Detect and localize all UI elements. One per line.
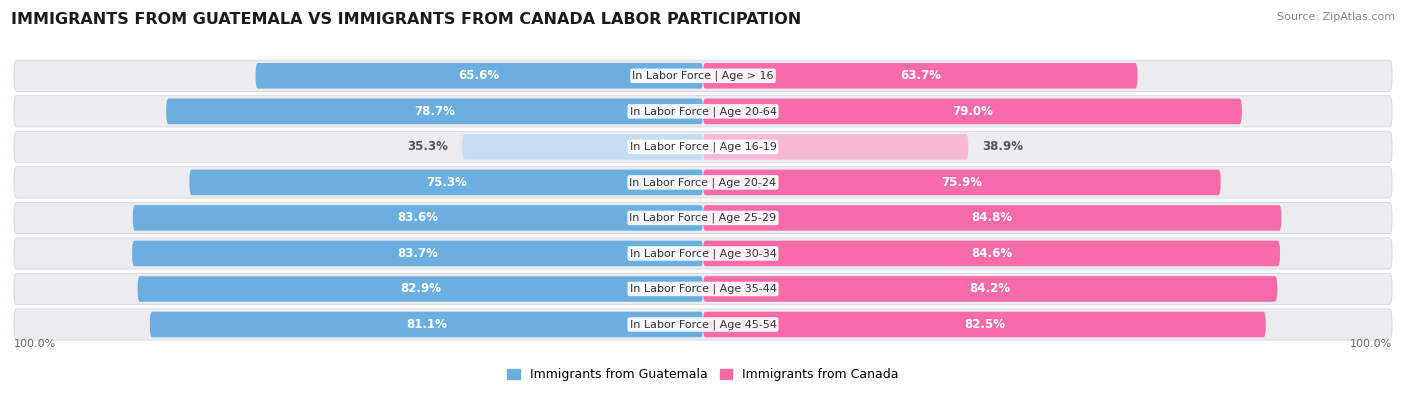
Text: 65.6%: 65.6% xyxy=(458,69,501,82)
Text: 75.3%: 75.3% xyxy=(426,176,467,189)
FancyBboxPatch shape xyxy=(14,273,1392,305)
Text: In Labor Force | Age 25-29: In Labor Force | Age 25-29 xyxy=(630,213,776,223)
FancyBboxPatch shape xyxy=(703,169,1220,195)
FancyBboxPatch shape xyxy=(463,134,703,160)
FancyBboxPatch shape xyxy=(14,167,1392,198)
FancyBboxPatch shape xyxy=(703,205,1281,231)
FancyBboxPatch shape xyxy=(132,241,703,266)
FancyBboxPatch shape xyxy=(132,205,703,231)
Text: 75.9%: 75.9% xyxy=(942,176,983,189)
Text: In Labor Force | Age 45-54: In Labor Force | Age 45-54 xyxy=(630,319,776,330)
FancyBboxPatch shape xyxy=(14,202,1392,233)
Text: In Labor Force | Age 30-34: In Labor Force | Age 30-34 xyxy=(630,248,776,259)
FancyBboxPatch shape xyxy=(703,134,969,160)
Text: 81.1%: 81.1% xyxy=(406,318,447,331)
Text: 84.8%: 84.8% xyxy=(972,211,1012,224)
Text: 83.6%: 83.6% xyxy=(398,211,439,224)
Text: 38.9%: 38.9% xyxy=(983,140,1024,153)
FancyBboxPatch shape xyxy=(256,63,703,88)
FancyBboxPatch shape xyxy=(703,63,1137,88)
FancyBboxPatch shape xyxy=(703,241,1279,266)
Text: 82.9%: 82.9% xyxy=(399,282,441,295)
FancyBboxPatch shape xyxy=(14,309,1392,340)
Text: Source: ZipAtlas.com: Source: ZipAtlas.com xyxy=(1277,12,1395,22)
FancyBboxPatch shape xyxy=(150,312,703,337)
Text: In Labor Force | Age 20-24: In Labor Force | Age 20-24 xyxy=(630,177,776,188)
FancyBboxPatch shape xyxy=(14,96,1392,127)
Text: 100.0%: 100.0% xyxy=(14,339,56,349)
Text: 79.0%: 79.0% xyxy=(952,105,993,118)
Text: In Labor Force | Age 16-19: In Labor Force | Age 16-19 xyxy=(630,142,776,152)
FancyBboxPatch shape xyxy=(703,312,1265,337)
Text: 83.7%: 83.7% xyxy=(396,247,439,260)
FancyBboxPatch shape xyxy=(703,99,1241,124)
FancyBboxPatch shape xyxy=(14,60,1392,92)
FancyBboxPatch shape xyxy=(138,276,703,302)
FancyBboxPatch shape xyxy=(166,99,703,124)
FancyBboxPatch shape xyxy=(14,131,1392,162)
Text: In Labor Force | Age 20-64: In Labor Force | Age 20-64 xyxy=(630,106,776,117)
Text: 35.3%: 35.3% xyxy=(408,140,449,153)
Text: 82.5%: 82.5% xyxy=(965,318,1005,331)
FancyBboxPatch shape xyxy=(703,276,1277,302)
Text: 78.7%: 78.7% xyxy=(415,105,456,118)
FancyBboxPatch shape xyxy=(190,169,703,195)
Text: In Labor Force | Age > 16: In Labor Force | Age > 16 xyxy=(633,71,773,81)
Legend: Immigrants from Guatemala, Immigrants from Canada: Immigrants from Guatemala, Immigrants fr… xyxy=(502,363,904,386)
Text: 63.7%: 63.7% xyxy=(900,69,941,82)
FancyBboxPatch shape xyxy=(14,238,1392,269)
Text: IMMIGRANTS FROM GUATEMALA VS IMMIGRANTS FROM CANADA LABOR PARTICIPATION: IMMIGRANTS FROM GUATEMALA VS IMMIGRANTS … xyxy=(11,12,801,27)
Text: 84.6%: 84.6% xyxy=(972,247,1012,260)
Text: 84.2%: 84.2% xyxy=(970,282,1011,295)
Text: In Labor Force | Age 35-44: In Labor Force | Age 35-44 xyxy=(630,284,776,294)
Text: 100.0%: 100.0% xyxy=(1350,339,1392,349)
